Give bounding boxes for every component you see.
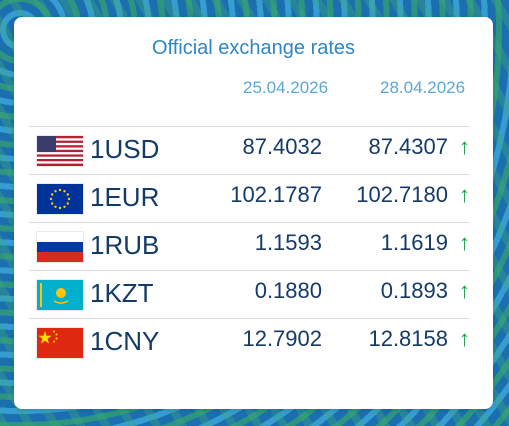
trend-up-icon: ↑ bbox=[459, 278, 470, 303]
kz-flag-icon bbox=[37, 280, 83, 310]
date-column-1: 25.04.2026 bbox=[243, 78, 329, 97]
currency-code: 1CNY bbox=[90, 326, 160, 356]
rate-row-cny: 1CNY 12.7902 12.8158 ↑ bbox=[30, 318, 470, 366]
rate-date-2: 0.1893 bbox=[380, 278, 448, 303]
rate-date-2: 102.7180 bbox=[356, 182, 448, 207]
us-flag-icon bbox=[37, 136, 83, 166]
rate-row-usd: 1USD 87.4032 87.4307 ↑ bbox=[30, 126, 470, 174]
rate-date-2: 1.1619 bbox=[380, 230, 448, 255]
rate-date-2: 87.4307 bbox=[368, 134, 448, 159]
currency-code: 1USD bbox=[90, 134, 160, 164]
cn-flag-icon bbox=[37, 328, 83, 358]
rate-date-1: 0.1880 bbox=[254, 278, 322, 303]
rate-date-1: 1.1593 bbox=[254, 230, 322, 255]
ru-flag-icon bbox=[37, 232, 83, 262]
rate-date-2: 12.8158 bbox=[368, 326, 448, 351]
eu-flag-icon bbox=[37, 184, 83, 214]
currency-code: 1RUB bbox=[90, 230, 160, 260]
exchange-rates-card: Official exchange rates 25.04.2026 28.04… bbox=[14, 17, 493, 409]
rate-date-1: 12.7902 bbox=[242, 326, 322, 351]
trend-up-icon: ↑ bbox=[459, 134, 470, 159]
card-title: Official exchange rates bbox=[151, 37, 356, 59]
rate-row-eur: 1EUR 102.1787 102.7180 ↑ bbox=[30, 174, 470, 222]
trend-up-icon: ↑ bbox=[459, 230, 470, 255]
trend-up-icon: ↑ bbox=[459, 182, 470, 207]
rate-date-1: 102.1787 bbox=[230, 182, 322, 207]
currency-code: 1EUR bbox=[90, 182, 160, 212]
rate-row-kzt: 1KZT 0.1880 0.1893 ↑ bbox=[30, 270, 470, 318]
rates-table: 1USD 87.4032 87.4307 ↑ 1EUR 102.1787 bbox=[30, 126, 470, 366]
currency-code: 1KZT bbox=[90, 278, 154, 308]
date-column-2: 28.04.2026 bbox=[380, 78, 466, 97]
rate-date-1: 87.4032 bbox=[242, 134, 322, 159]
trend-up-icon: ↑ bbox=[459, 326, 470, 351]
rate-row-rub: 1RUB 1.1593 1.1619 ↑ bbox=[30, 222, 470, 270]
